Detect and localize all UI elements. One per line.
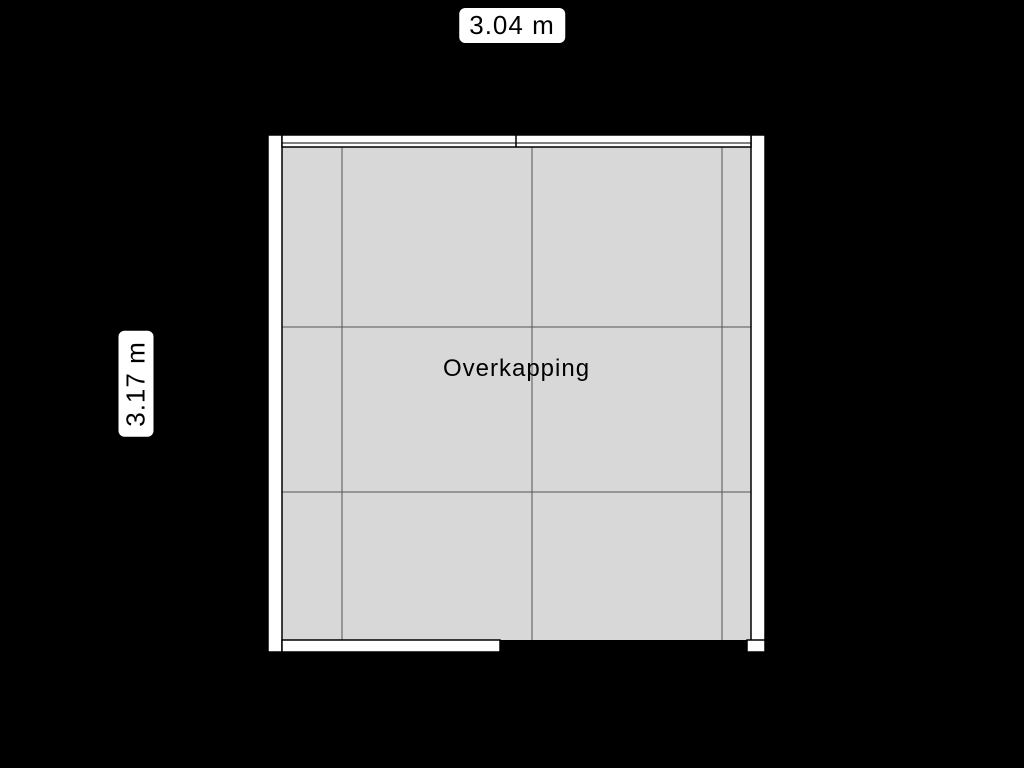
floorplan-canvas: 3.04 m 3.17 m Overkapping [0, 0, 1024, 768]
floorplan-svg [0, 0, 1024, 768]
room-label: Overkapping [443, 355, 590, 383]
